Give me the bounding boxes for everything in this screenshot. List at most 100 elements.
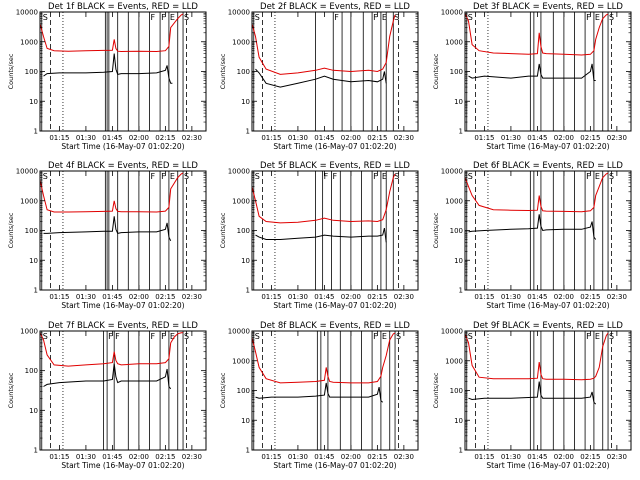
lld-series-line (251, 332, 396, 384)
plot-frame (464, 330, 632, 451)
x-tick-label: 01:30 (501, 293, 521, 301)
flag-label: F (150, 13, 155, 22)
x-tick-label: 01:45 (102, 293, 122, 301)
y-tick-label: 10000 (441, 9, 463, 17)
events-series-line (43, 53, 173, 84)
y-tick-label: 100 (25, 367, 38, 375)
flag-label: S (43, 172, 48, 181)
y-tick-label: 100 (237, 387, 250, 395)
y-tick-label: 1 (34, 447, 38, 455)
x-axis-label: Start Time (16-May-07 01:02:20) (61, 461, 184, 470)
events-series-line (468, 63, 596, 81)
y-tick-label: 10 (241, 257, 250, 265)
x-tick-label: 01:30 (501, 134, 521, 142)
x-tick-label: 02:15 (155, 453, 175, 461)
y-axis-label: Counts/sec (432, 53, 440, 89)
lld-series-line (251, 173, 396, 224)
x-tick-label: 01:45 (314, 134, 334, 142)
flag-label: S (255, 172, 260, 181)
x-tick-label: 01:30 (76, 453, 96, 461)
flag-label: E (382, 332, 387, 341)
x-tick-label: 02:00 (554, 293, 574, 301)
flag-label: E (595, 13, 600, 22)
events-series-line (468, 214, 597, 240)
flag-label: S (184, 332, 189, 341)
x-tick-label: 02:00 (341, 134, 361, 142)
x-tick-label: 02:15 (367, 134, 387, 142)
y-tick-label: 10 (241, 417, 250, 425)
flag-label: F (161, 332, 166, 341)
x-tick-label: 01:45 (102, 134, 122, 142)
flag-label: F (150, 172, 155, 181)
x-tick-label: 02:00 (129, 293, 149, 301)
x-tick-label: 02:00 (129, 453, 149, 461)
x-axis-label: Start Time (16-May-07 01:02:20) (61, 301, 184, 310)
y-tick-label: 100 (237, 227, 250, 235)
x-tick-label: 02:00 (341, 453, 361, 461)
lld-series-line (251, 14, 396, 75)
y-axis-label: Counts/sec (219, 53, 227, 89)
y-tick-label: 100 (450, 387, 463, 395)
events-series-line (255, 382, 384, 403)
flag-label: F (334, 13, 339, 22)
x-tick-label: 02:00 (554, 453, 574, 461)
y-tick-label: 1000 (445, 357, 463, 365)
flag-label: S (43, 13, 48, 22)
y-tick-label: 1 (34, 287, 38, 295)
y-tick-label: 1 (246, 447, 250, 455)
events-series-line (468, 381, 597, 405)
y-tick-label: 1 (459, 447, 463, 455)
y-tick-label: 1000 (232, 38, 250, 46)
y-tick-label: 1000 (20, 197, 38, 205)
panel-title: Det 2f BLACK = Events, RED = LLD (260, 2, 410, 12)
y-tick-label: 100 (25, 68, 38, 76)
y-axis-label: Counts/sec (7, 53, 15, 89)
y-tick-label: 1000 (445, 38, 463, 46)
panel-title: Det 8f BLACK = Events, RED = LLD (260, 321, 410, 331)
flag-label: E (595, 172, 600, 181)
y-tick-label: 1000 (20, 328, 38, 336)
plot-frame (464, 11, 632, 132)
flag-label: E (382, 13, 387, 22)
flag-label: S (255, 332, 260, 341)
x-tick-label: 02:15 (580, 293, 600, 301)
x-tick-label: 02:30 (394, 134, 414, 142)
y-tick-label: 10 (454, 417, 463, 425)
x-tick-label: 01:30 (288, 293, 308, 301)
x-tick-label: 02:15 (155, 134, 175, 142)
x-tick-label: 01:15 (49, 293, 69, 301)
flag-label: E (170, 332, 175, 341)
x-tick-label: 01:45 (527, 134, 547, 142)
flag-label: S (468, 13, 473, 22)
flag-label: F (161, 172, 166, 181)
panel-title: Det 9f BLACK = Events, RED = LLD (473, 321, 623, 331)
y-tick-label: 10000 (228, 9, 250, 17)
y-tick-label: 10000 (16, 9, 38, 17)
y-tick-label: 100 (25, 227, 38, 235)
x-axis-label: Start Time (16-May-07 01:02:20) (486, 301, 609, 310)
x-axis-label: Start Time (16-May-07 01:02:20) (486, 461, 609, 470)
x-tick-label: 02:00 (129, 134, 149, 142)
x-tick-label: 01:45 (527, 453, 547, 461)
x-tick-label: 02:00 (554, 134, 574, 142)
x-tick-label: 01:15 (261, 453, 281, 461)
flag-label: E (595, 332, 600, 341)
y-tick-label: 100 (237, 68, 250, 76)
y-tick-label: 1000 (232, 197, 250, 205)
y-axis-label: Counts/sec (432, 212, 440, 248)
y-tick-label: 10000 (228, 168, 250, 176)
flag-label: S (184, 172, 189, 181)
x-tick-label: 01:30 (76, 293, 96, 301)
flag-label: F (373, 332, 378, 341)
x-tick-label: 01:15 (49, 453, 69, 461)
y-tick-label: 1000 (20, 38, 38, 46)
y-tick-label: 10 (29, 257, 38, 265)
panel-title: Det 5f BLACK = Events, RED = LLD (260, 161, 410, 171)
flag-label: F (586, 172, 591, 181)
y-tick-label: 10 (29, 98, 38, 106)
